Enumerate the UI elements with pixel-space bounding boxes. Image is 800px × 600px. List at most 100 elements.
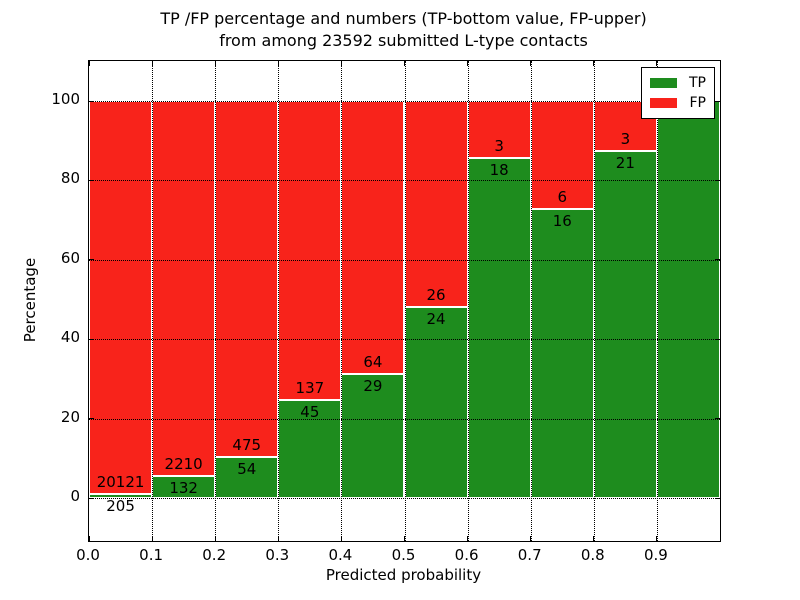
x-tick-label: 0.1 (139, 546, 164, 564)
y-axis-label: Percentage (21, 257, 39, 343)
gridline-horizontal (89, 259, 720, 261)
x-tick-label: 0.3 (265, 546, 290, 564)
gridline-horizontal (89, 101, 720, 102)
gridline-vertical (152, 61, 154, 541)
x-axis-label: Predicted probability (325, 566, 482, 584)
tp-count-label: 18 (489, 160, 509, 179)
x-tick-mark (214, 536, 216, 541)
fp-count-label: 64 (363, 353, 383, 372)
tp-count-label: 21 (615, 153, 635, 172)
fp-bar-segment (278, 101, 342, 400)
gridline-vertical (593, 61, 595, 541)
x-tick-label: 0.2 (202, 546, 227, 564)
fp-count-label: 6 (557, 188, 568, 207)
x-tick-mark (151, 536, 153, 541)
x-tick-mark-top (277, 61, 279, 66)
x-tick-mark-top (404, 61, 405, 66)
tp-bar-segment (89, 493, 153, 498)
legend-label-tp: TP (689, 75, 706, 91)
y-tick-mark-right (715, 100, 720, 102)
tp-count-label: 24 (426, 310, 446, 329)
y-tick-mark (89, 418, 94, 420)
fp-bar-segment (404, 101, 468, 308)
chart-title-line1: TP /FP percentage and numbers (TP-bottom… (160, 9, 647, 28)
y-tick-mark (89, 259, 94, 261)
y-tick-mark-right (715, 259, 720, 261)
x-tick-mark-top (151, 61, 153, 66)
fp-count-label: 20121 (96, 472, 145, 491)
x-tick-mark (593, 536, 595, 541)
legend-item: TP (650, 73, 706, 93)
tp-count-label: 29 (363, 377, 383, 396)
x-tick-mark-top (88, 61, 90, 66)
tp-bar-segment (656, 101, 720, 498)
x-tick-mark (277, 536, 279, 541)
y-tick-label: 100 (51, 90, 80, 108)
gridline-vertical (215, 61, 217, 541)
x-tick-label: 0.0 (76, 546, 100, 564)
legend: TP FP (641, 67, 715, 119)
gridline-vertical (341, 61, 343, 541)
legend-swatch-tp (650, 78, 677, 88)
fp-bar-segment (215, 101, 279, 458)
x-tick-mark (340, 536, 342, 541)
tp-bar-segment (593, 150, 657, 498)
x-tick-mark (467, 536, 469, 541)
x-tick-mark-top (593, 61, 595, 66)
fp-count-label: 3 (620, 129, 631, 148)
fp-count-label: 137 (295, 378, 325, 397)
gridline-horizontal (89, 418, 720, 420)
fp-count-label: 475 (232, 436, 262, 455)
tp-bar-segment (215, 457, 279, 498)
fp-bar-segment (152, 101, 216, 476)
tp-count-label: 45 (300, 402, 320, 421)
y-tick-mark-right (715, 338, 720, 340)
gridline-horizontal (89, 498, 720, 499)
x-tick-label: 0.9 (643, 546, 668, 564)
y-tick-label: 40 (60, 328, 80, 347)
x-tick-label: 0.7 (517, 546, 542, 564)
gridline-vertical (467, 61, 469, 541)
gridline-vertical (656, 61, 658, 541)
y-tick-label: 0 (70, 487, 80, 505)
tp-count-label: 16 (552, 212, 572, 231)
x-tick-mark (88, 536, 90, 541)
y-tick-label: 60 (60, 248, 80, 267)
legend-swatch-fp (650, 98, 677, 108)
x-tick-label: 0.8 (580, 546, 605, 564)
y-tick-label: 80 (60, 169, 80, 188)
chart-title-line2: from among 23592 submitted L-type contac… (219, 31, 588, 50)
x-tick-label: 0.4 (328, 546, 353, 564)
y-tick-mark-right (715, 179, 720, 181)
fp-count-label: 3 (494, 136, 504, 155)
gridline-vertical (278, 61, 280, 541)
tp-bar-segment (467, 157, 531, 498)
y-tick-mark (89, 338, 94, 340)
x-tick-label: 0.5 (391, 546, 416, 564)
x-tick-mark-top (656, 61, 658, 66)
y-tick-mark (89, 497, 94, 499)
legend-item: FP (650, 93, 706, 113)
gridline-horizontal (89, 339, 720, 341)
fp-bar-segment (89, 101, 153, 494)
tp-bar-segment (530, 209, 594, 498)
plot-area: TP FP 20121 205 2210 132 475 54 137 45 64 29 26 24 3 1… (88, 60, 721, 542)
x-tick-mark (656, 536, 658, 541)
tp-count-label: 54 (237, 460, 257, 479)
x-tick-mark-top (214, 61, 216, 66)
x-tick-mark (530, 536, 532, 541)
fp-bar-segment (341, 101, 405, 375)
gridline-vertical (404, 61, 406, 541)
x-tick-mark-top (530, 61, 532, 66)
tp-bar-segment (404, 307, 468, 498)
tp-count-label: 205 (106, 496, 135, 515)
gridline-horizontal (89, 180, 720, 182)
x-tick-mark (404, 536, 405, 541)
x-tick-mark-top (340, 61, 342, 66)
fp-count-label: 2210 (164, 454, 203, 473)
legend-label-fp: FP (689, 95, 707, 111)
y-tick-label: 20 (60, 407, 80, 426)
x-tick-mark-top (467, 61, 469, 66)
gridline-vertical (530, 61, 532, 541)
